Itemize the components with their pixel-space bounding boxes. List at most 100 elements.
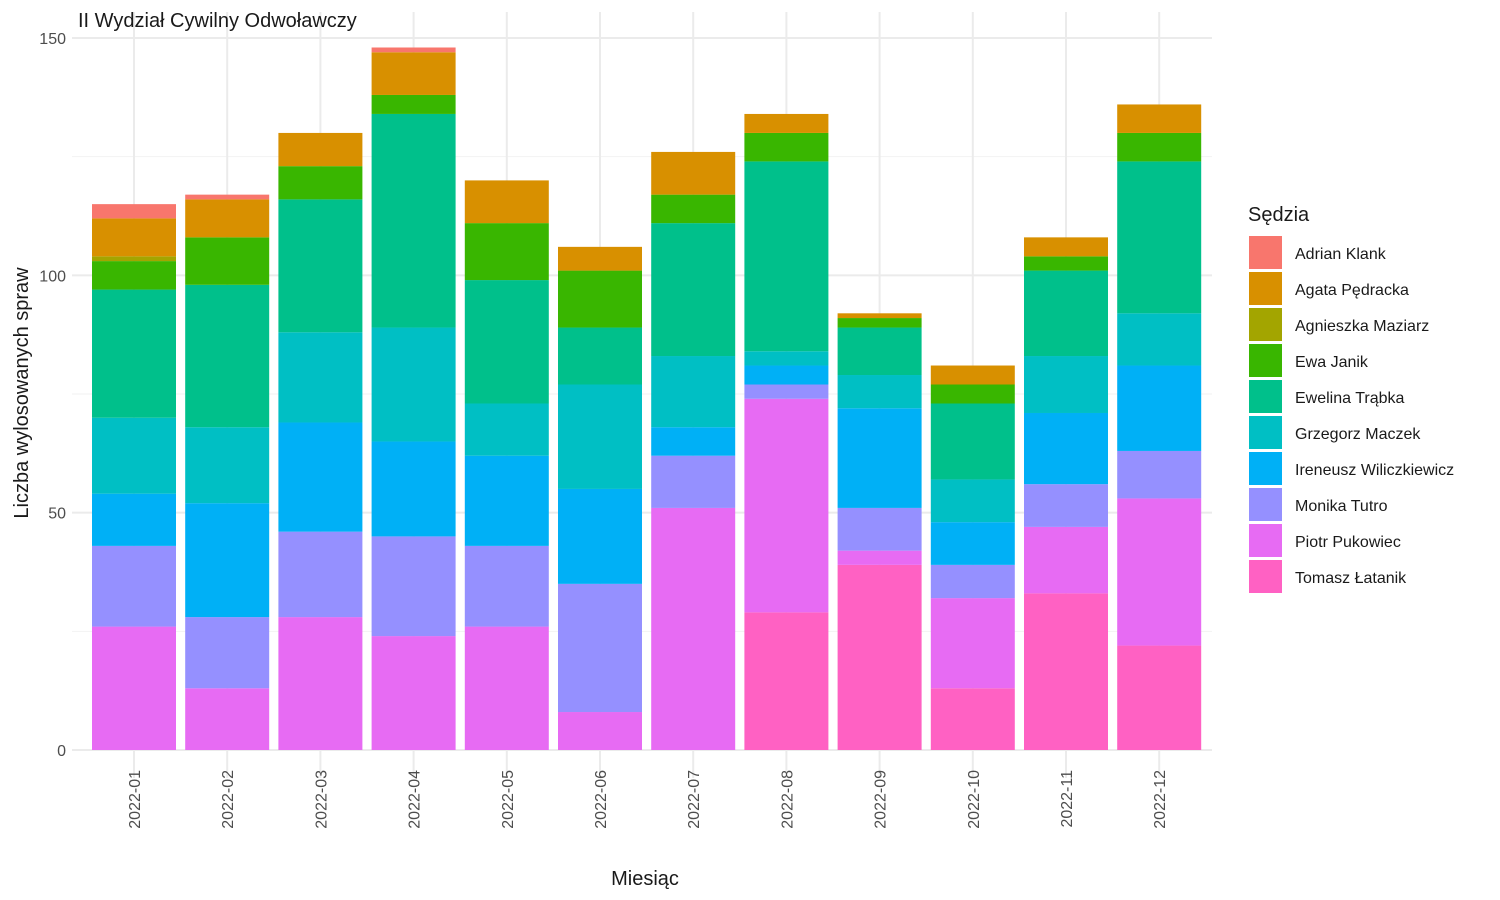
bar-segment: Ewelina Trąbka 2022-02: 30 [185, 284, 270, 428]
bar-segment: Grzegorz Maczek 2022-01: 16 [92, 417, 176, 494]
bar-segment: Agata Pędracka 2022-12: 6 [1117, 104, 1202, 133]
bar-segment: Ireneusz Wiliczkiewicz 2022-10: 9 [930, 522, 1015, 565]
bar-segment: Grzegorz Maczek 2022-06: 22 [558, 384, 642, 489]
bar-segment: Ewelina Trąbka 2022-11: 18 [1024, 270, 1108, 357]
bar-segment: Piotr Pukowiec 2022-11: 14 [1024, 526, 1108, 594]
bar-segment: Ewa Janik 2022-07: 6 [651, 194, 736, 224]
bar-segment: Adrian Klank 2022-02: 1 [185, 194, 270, 200]
bar-segment: Agata Pędracka 2022-08: 4 [744, 113, 829, 133]
legend-swatch [1249, 272, 1282, 305]
bar-segment: Ewa Janik 2022-11: 3 [1024, 256, 1108, 271]
bar-segment: Ewelina Trąbka 2022-05: 26 [464, 280, 549, 404]
bar-segment: Ewelina Trąbka 2022-07: 28 [651, 223, 736, 357]
bar-segment: Ewelina Trąbka 2022-10: 16 [930, 403, 1015, 480]
bar-segment: Tomasz Łatanik 2022-12: 22 [1117, 645, 1202, 750]
bar-segment: Agata Pędracka 2022-04: 9 [371, 52, 456, 95]
bar-segment: Monika Tutro 2022-10: 7 [930, 564, 1015, 599]
bar-segment: Grzegorz Maczek 2022-07: 15 [651, 356, 736, 428]
legend-label: Ireneusz Wiliczkiewicz [1295, 462, 1454, 479]
x-tick-label: 2022-10 [966, 770, 983, 829]
x-tick-label: 2022-12 [1152, 770, 1169, 829]
bar-segment: Ewelina Trąbka 2022-04: 45 [371, 113, 456, 328]
bar-segment: Ewelina Trąbka 2022-09: 10 [837, 327, 922, 376]
bar-segment: Ireneusz Wiliczkiewicz 2022-03: 23 [278, 422, 363, 532]
bar-segment: Grzegorz Maczek 2022-12: 11 [1117, 313, 1202, 366]
x-axis-ticks: 2022-01 2022-02 2022-03 2022-04 2022-05 2022-… [127, 770, 1169, 829]
bar-segment: Grzegorz Maczek 2022-02: 16 [185, 427, 270, 504]
bar-segment: Piotr Pukowiec 2022-06: 8 [558, 712, 642, 750]
x-tick-label: 2022-09 [873, 770, 890, 829]
x-tick-label: 2022-03 [313, 770, 330, 829]
bar-segment: Agata Pędracka 2022-10: 4 [930, 365, 1015, 385]
x-tick-label: 2022-06 [593, 770, 610, 829]
bar-segment: Ewa Janik 2022-04: 4 [371, 94, 456, 114]
bar-segment: Ewa Janik 2022-03: 7 [278, 166, 363, 200]
bar-segment: Ewa Janik 2022-02: 10 [185, 237, 270, 285]
y-tick-label: 0 [57, 743, 66, 760]
bar-segment: Ewa Janik 2022-06: 12 [558, 270, 642, 328]
bar-segment: Tomasz Łatanik 2022-09: 39 [837, 564, 922, 750]
bar-segment: Piotr Pukowiec 2022-12: 31 [1117, 498, 1202, 646]
bar-segment: Grzegorz Maczek 2022-09: 7 [837, 375, 922, 409]
bar-segment: Grzegorz Maczek 2022-05: 11 [464, 403, 549, 456]
bar-segment: Ireneusz Wiliczkiewicz 2022-07: 6 [651, 427, 736, 456]
y-axis-ticks: 0 50 100 150 [39, 31, 66, 760]
legend-swatch [1249, 488, 1282, 521]
bar-segment: Ireneusz Wiliczkiewicz 2022-04: 20 [371, 441, 456, 537]
legend-label: Grzegorz Maczek [1295, 426, 1421, 443]
bar-segment: Adrian Klank 2022-01: 3 [92, 204, 176, 219]
bar-segment: Monika Tutro 2022-07: 11 [651, 455, 736, 508]
bar-segment: Ewelina Trąbka 2022-06: 12 [558, 327, 642, 385]
bar-segment: Monika Tutro 2022-11: 9 [1024, 484, 1108, 527]
bar-segment: Monika Tutro 2022-12: 10 [1117, 450, 1202, 499]
bar-segment: Grzegorz Maczek 2022-03: 19 [278, 332, 363, 423]
bar-segment: Ewa Janik 2022-05: 12 [464, 223, 549, 281]
y-tick-label: 100 [39, 268, 66, 285]
legend-label: Agata Pędracka [1295, 282, 1409, 299]
legend-swatch [1249, 380, 1282, 413]
bar-segment: Grzegorz Maczek 2022-08: 3 [744, 351, 829, 366]
bar-segment: Monika Tutro 2022-05: 17 [464, 545, 549, 627]
bar-segment: Piotr Pukowiec 2022-01: 26 [92, 626, 176, 750]
legend-swatch [1249, 308, 1282, 341]
bar-segment: Ewelina Trąbka 2022-08: 40 [744, 161, 829, 352]
bar-segment: Monika Tutro 2022-03: 18 [278, 531, 363, 618]
bar-segment: Agata Pędracka 2022-11: 4 [1024, 237, 1108, 257]
bar-segment: Ewelina Trąbka 2022-03: 28 [278, 199, 363, 333]
bar-segment: Ireneusz Wiliczkiewicz 2022-11: 15 [1024, 412, 1108, 485]
bar-segment: Monika Tutro 2022-06: 27 [558, 583, 642, 713]
x-tick-label: 2022-05 [500, 770, 517, 829]
x-tick-label: 2022-02 [220, 770, 237, 829]
x-tick-label: 2022-04 [407, 770, 424, 829]
bar-segment: Ewa Janik 2022-01: 6 [92, 261, 176, 290]
bar-segment: Monika Tutro 2022-04: 21 [371, 536, 456, 637]
legend-swatch [1249, 452, 1282, 485]
bar-segment: Agata Pędracka 2022-02: 8 [185, 199, 270, 238]
bar-segment: Ewelina Trąbka 2022-01: 27 [92, 289, 176, 418]
y-tick-label: 50 [48, 506, 66, 523]
bar-segment: Grzegorz Maczek 2022-10: 9 [930, 479, 1015, 523]
legend-label: Tomasz Łatanik [1295, 570, 1407, 587]
y-tick-label: 150 [39, 31, 66, 48]
bar-segment: Monika Tutro 2022-02: 15 [185, 617, 270, 689]
x-tick-label: 2022-07 [686, 770, 703, 829]
x-tick-label: 2022-01 [127, 770, 144, 829]
bars-layer: Piotr Pukowiec 2022-01: 26Monika Tutro 2… [92, 47, 1202, 750]
bar-segment: Piotr Pukowiec 2022-05: 26 [464, 626, 549, 750]
bar-segment: Ewa Janik 2022-08: 6 [744, 132, 829, 162]
bar-segment: Agata Pędracka 2022-06: 5 [558, 246, 642, 271]
bar-segment: Ireneusz Wiliczkiewicz 2022-01: 11 [92, 493, 176, 546]
bar-segment: Agata Pędracka 2022-07: 9 [651, 151, 736, 195]
legend-label: Piotr Pukowiec [1295, 534, 1401, 551]
bar-segment: Monika Tutro 2022-09: 9 [837, 507, 922, 551]
bar-segment: Monika Tutro 2022-01: 17 [92, 545, 176, 627]
x-axis-title: Miesiąc [611, 868, 679, 890]
bar-segment: Agata Pędracka 2022-01: 8 [92, 218, 176, 257]
bar-segment: Ireneusz Wiliczkiewicz 2022-05: 19 [464, 455, 549, 546]
legend-swatch [1249, 560, 1282, 593]
bar-segment: Ewa Janik 2022-09: 2 [837, 318, 922, 328]
bar-segment: Adrian Klank 2022-04: 1 [371, 47, 456, 53]
bar-segment: Piotr Pukowiec 2022-04: 24 [371, 636, 456, 750]
bar-segment: Agata Pędracka 2022-05: 9 [464, 180, 549, 224]
